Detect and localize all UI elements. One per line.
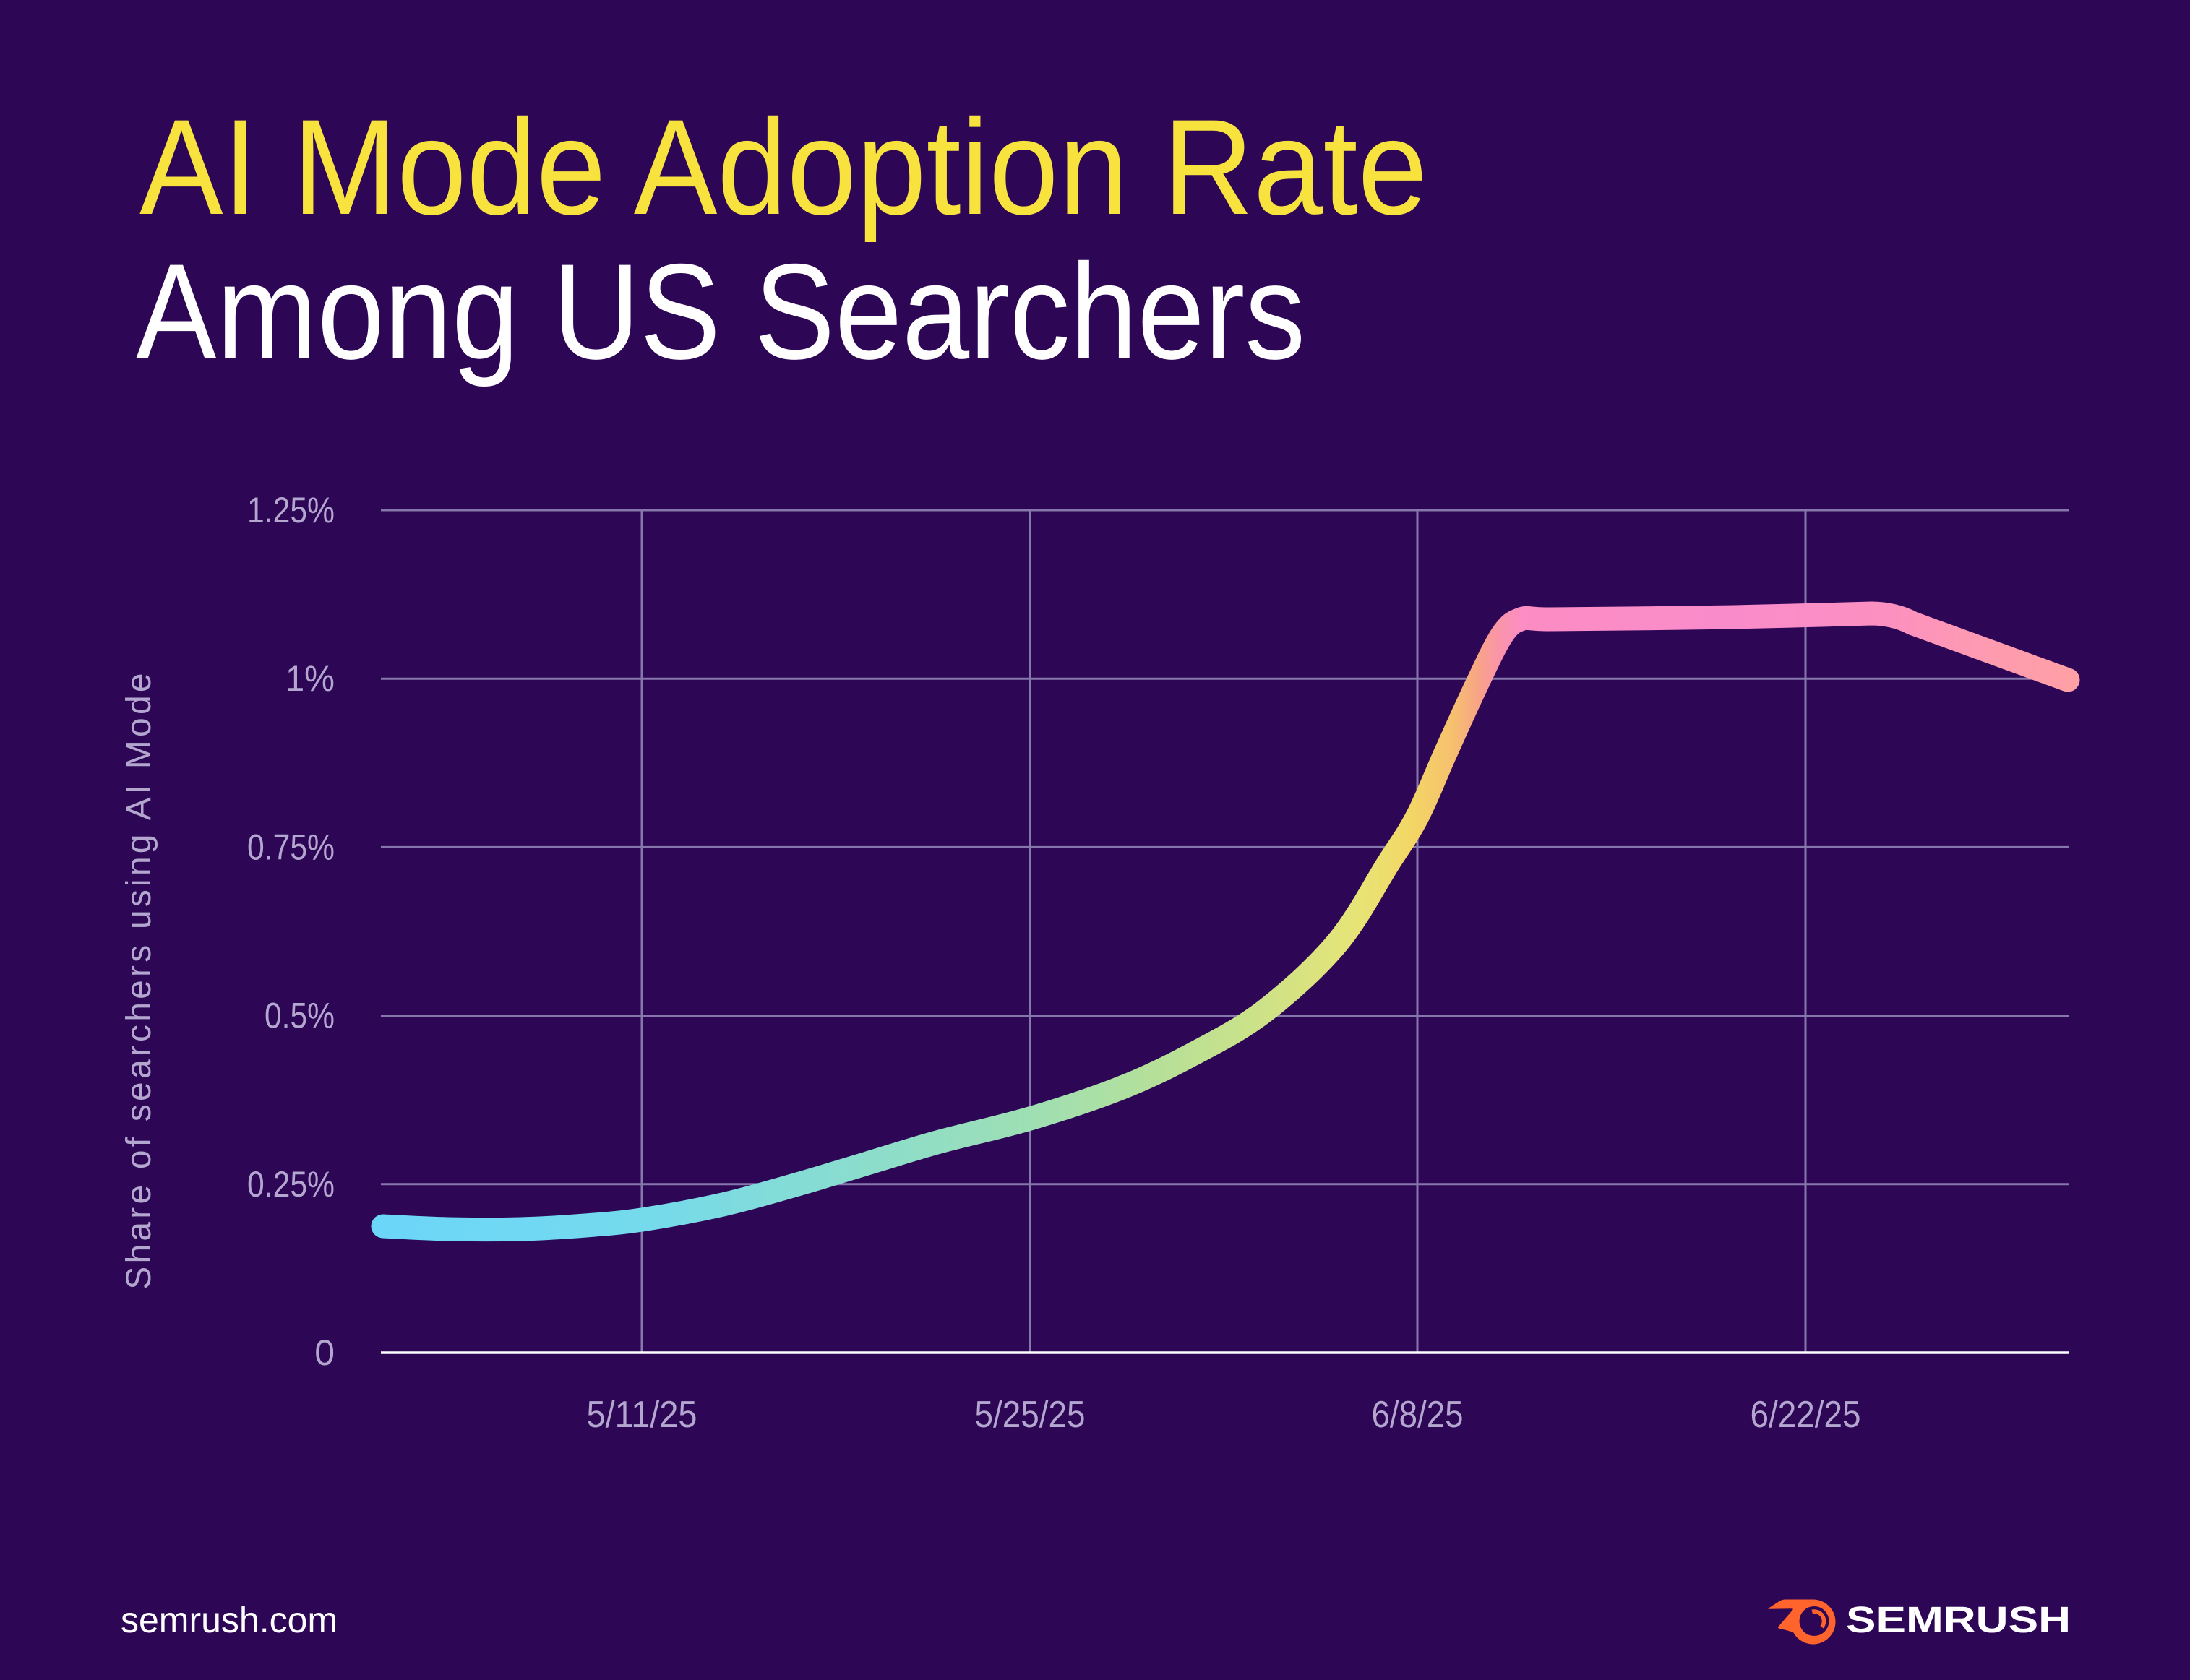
svg-text:AI Mode Adoption Rate: AI Mode Adoption Rate	[139, 91, 1427, 243]
svg-text:6/8/25: 6/8/25	[1372, 1394, 1464, 1436]
svg-text:5/11/25: 5/11/25	[587, 1394, 697, 1436]
svg-text:SEMRUSH: SEMRUSH	[1846, 1599, 2071, 1640]
svg-text:6/22/25: 6/22/25	[1751, 1394, 1861, 1436]
svg-text:0.75%: 0.75%	[247, 827, 335, 867]
svg-text:1%: 1%	[285, 658, 335, 699]
svg-text:0: 0	[314, 1332, 335, 1373]
svg-text:0.5%: 0.5%	[265, 996, 335, 1036]
svg-text:semrush.com: semrush.com	[121, 1600, 338, 1640]
svg-text:0.25%: 0.25%	[247, 1164, 335, 1205]
svg-text:5/25/25: 5/25/25	[975, 1394, 1086, 1436]
svg-text:Among US Searchers: Among US Searchers	[136, 236, 1305, 387]
svg-text:Share of searchers using AI Mo: Share of searchers using AI Mode	[120, 670, 158, 1289]
svg-text:1.25%: 1.25%	[247, 490, 335, 530]
